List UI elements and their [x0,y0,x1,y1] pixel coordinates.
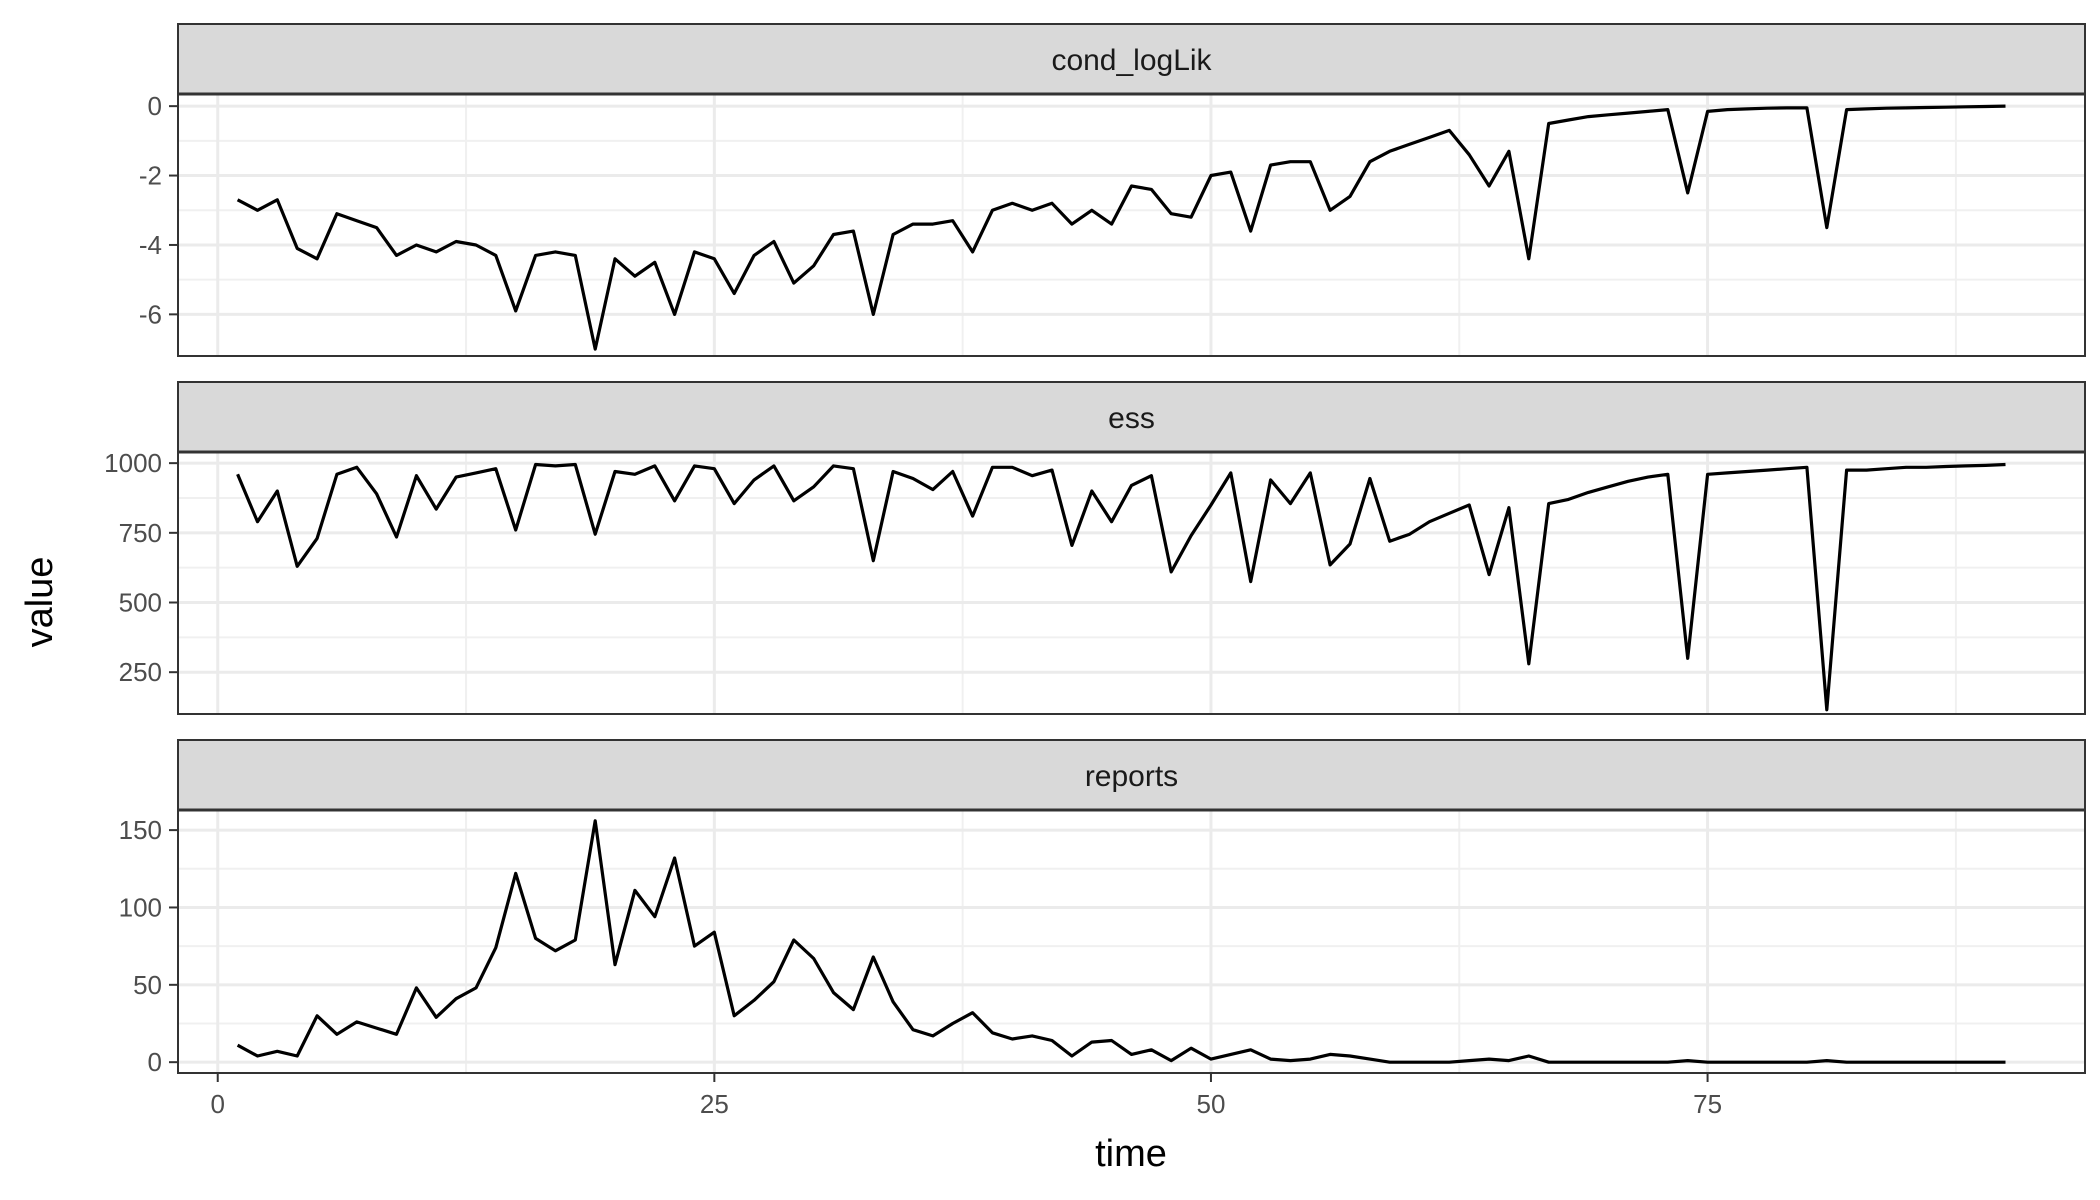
strip-header [177,381,2086,453]
strip-label: reports [1085,760,1178,793]
x-axis-title: time [1095,1133,1167,1175]
y-tick-label: 250 [119,657,162,687]
series-line-reports [236,819,2006,1064]
y-tick-label: 100 [119,892,162,922]
y-tick-label: 150 [119,815,162,845]
series-line-ess [236,462,2006,712]
y-tick-label: -2 [139,161,162,191]
y-tick-label: -4 [139,230,162,260]
y-tick-label: 750 [119,518,162,548]
y-tick-label: 0 [148,91,162,121]
x-tick-label: 0 [210,1089,224,1119]
series-line-cond_logLik [236,104,2006,351]
facet-panels: cond_logLik0-2-4-6ess1000750500250report… [104,23,2086,1077]
y-tick-label: -6 [139,299,162,329]
y-tick-label: 50 [133,970,162,1000]
panel-background [178,452,2085,714]
y-tick-label: 0 [148,1047,162,1077]
panel-ess: ess 1000 750 500 250 [104,381,2086,715]
strip-header [177,739,2086,811]
strip-label: ess [1108,402,1155,435]
panel-background [178,94,2085,356]
x-tick-label: 50 [1196,1089,1225,1119]
y-tick-label: 1000 [104,448,162,478]
panel-cond_logLik: cond_logLik 0 -2 -4 -6 [139,23,2086,357]
panel-reports: reports 150 100 50 0 [119,739,2086,1077]
y-axis-title: value [19,557,61,648]
strip-label: cond_logLik [1051,44,1212,77]
panel-background [178,810,2085,1073]
y-tick-label: 500 [119,588,162,618]
x-axis: 0 25 50 75 [210,1073,1722,1119]
x-tick-label: 75 [1693,1089,1722,1119]
x-tick-label: 25 [700,1089,729,1119]
